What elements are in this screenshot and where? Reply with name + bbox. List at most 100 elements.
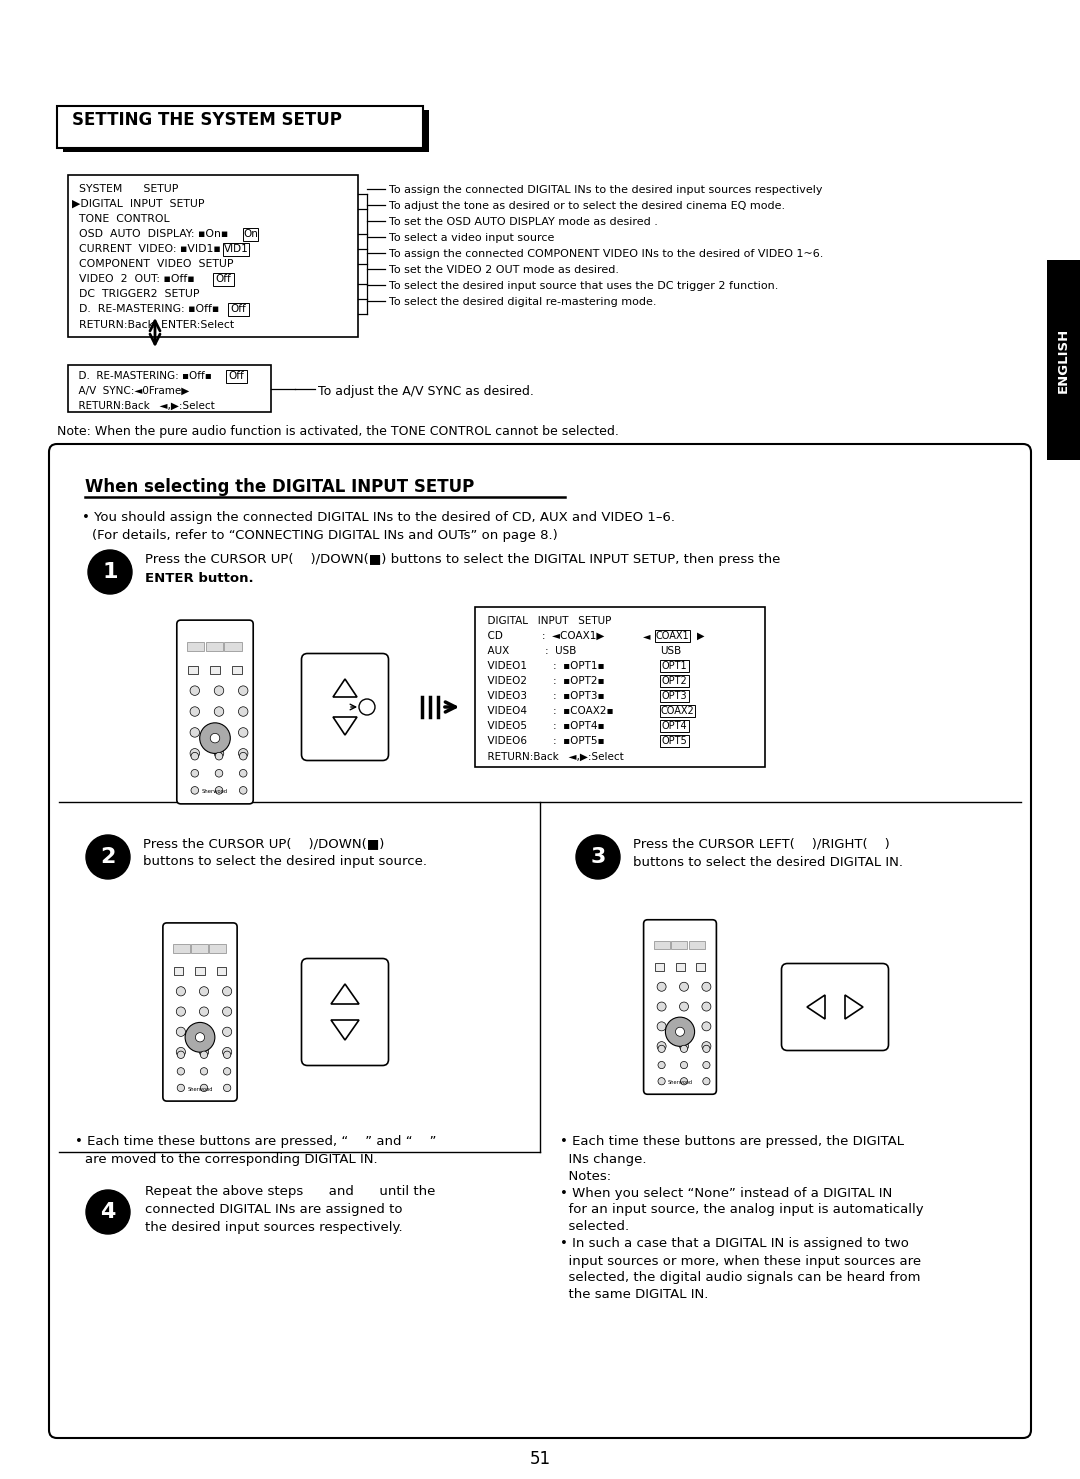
Bar [1047, 260, 1080, 460]
Text: DC  TRIGGER2  SETUP: DC TRIGGER2 SETUP [72, 288, 200, 299]
Bar [187, 642, 204, 651]
Circle shape [702, 1022, 711, 1031]
Bar [660, 720, 689, 732]
Circle shape [176, 986, 186, 995]
FancyBboxPatch shape [49, 444, 1031, 1438]
Circle shape [679, 1003, 689, 1012]
Bar [205, 642, 224, 651]
Text: TONE  CONTROL: TONE CONTROL [72, 214, 170, 223]
Text: COAX2: COAX2 [661, 705, 694, 716]
Text: VIDEO6        :  ▪OPT5▪: VIDEO6 : ▪OPT5▪ [481, 737, 605, 745]
Text: To select the desired input source that uses the DC trigger 2 function.: To select the desired input source that … [389, 281, 779, 291]
Circle shape [658, 1062, 665, 1069]
Bar [660, 691, 689, 703]
Text: On: On [243, 229, 258, 240]
Circle shape [214, 748, 224, 759]
FancyBboxPatch shape [177, 620, 253, 805]
Circle shape [222, 1028, 232, 1037]
Circle shape [215, 769, 222, 776]
Bar [195, 967, 204, 975]
Circle shape [702, 1041, 711, 1050]
Circle shape [191, 753, 199, 760]
Circle shape [239, 748, 248, 759]
Circle shape [222, 1007, 232, 1016]
Text: CD            :  ◄COAX1▶: CD : ◄COAX1▶ [481, 632, 605, 640]
Bar [675, 963, 685, 970]
Circle shape [658, 1078, 665, 1086]
FancyBboxPatch shape [644, 920, 716, 1094]
Text: are moved to the corresponding DIGITAL IN.: are moved to the corresponding DIGITAL I… [85, 1154, 378, 1167]
Text: To set the OSD AUTO DISPLAY mode as desired .: To set the OSD AUTO DISPLAY mode as desi… [389, 217, 658, 226]
Circle shape [224, 1052, 231, 1059]
Text: Sherwood: Sherwood [667, 1080, 692, 1086]
FancyBboxPatch shape [301, 654, 389, 760]
Text: the desired input sources respectively.: the desired input sources respectively. [145, 1222, 403, 1235]
Circle shape [185, 1022, 215, 1052]
Text: SETTING THE SYSTEM SETUP: SETTING THE SYSTEM SETUP [72, 111, 342, 129]
Text: connected DIGITAL INs are assigned to: connected DIGITAL INs are assigned to [145, 1204, 403, 1217]
Bar [210, 945, 226, 952]
Circle shape [702, 1003, 711, 1012]
Text: buttons to select the desired DIGITAL IN.: buttons to select the desired DIGITAL IN… [633, 855, 903, 868]
Circle shape [239, 686, 248, 695]
Text: • You should assign the connected DIGITAL INs to the desired of CD, AUX and VIDE: • You should assign the connected DIGITA… [82, 510, 675, 524]
FancyBboxPatch shape [782, 963, 889, 1050]
Text: VIDEO1        :  ▪OPT1▪: VIDEO1 : ▪OPT1▪ [481, 661, 605, 671]
Circle shape [240, 787, 247, 794]
Bar [228, 303, 248, 317]
Text: selected, the digital audio signals can be heard from: selected, the digital audio signals can … [561, 1272, 920, 1284]
Text: AUX           :  USB: AUX : USB [481, 646, 577, 657]
Circle shape [657, 1041, 666, 1050]
Text: Note: When the pure audio function is activated, the TONE CONTROL cannot be sele: Note: When the pure audio function is ac… [57, 426, 619, 438]
FancyBboxPatch shape [163, 923, 238, 1100]
Text: VIDEO  2  OUT: ▪Off▪: VIDEO 2 OUT: ▪Off▪ [72, 274, 194, 284]
Circle shape [200, 1052, 207, 1059]
Text: A/V  SYNC:◄0Frame▶: A/V SYNC:◄0Frame▶ [72, 386, 189, 396]
Text: COAX1: COAX1 [656, 632, 689, 640]
Bar [174, 967, 184, 975]
Text: To adjust the A/V SYNC as desired.: To adjust the A/V SYNC as desired. [318, 385, 534, 398]
Circle shape [215, 787, 222, 794]
Text: To assign the connected COMPONENT VIDEO INs to the desired of VIDEO 1~6.: To assign the connected COMPONENT VIDEO … [389, 248, 823, 259]
Circle shape [222, 986, 232, 995]
Circle shape [200, 1068, 207, 1075]
Circle shape [191, 769, 199, 776]
Text: OPT1: OPT1 [662, 661, 687, 671]
Bar [671, 941, 688, 950]
Circle shape [240, 753, 247, 760]
Circle shape [703, 1078, 710, 1086]
Bar [173, 945, 190, 952]
Text: RETURN:Back   ◄,▶:Select: RETURN:Back ◄,▶:Select [72, 401, 215, 411]
Text: To assign the connected DIGITAL INs to the desired input sources respectively: To assign the connected DIGITAL INs to t… [389, 185, 823, 195]
Circle shape [222, 1047, 232, 1056]
Bar [660, 674, 689, 688]
Bar [216, 967, 226, 975]
Circle shape [214, 728, 224, 737]
Text: VIDEO4        :  ▪COAX2▪: VIDEO4 : ▪COAX2▪ [481, 705, 613, 716]
Bar [475, 606, 765, 768]
Text: ▶: ▶ [697, 632, 704, 640]
Text: D.  RE-MASTERING: ▪Off▪: D. RE-MASTERING: ▪Off▪ [72, 305, 219, 314]
Polygon shape [330, 1021, 359, 1040]
Text: VIDEO5        :  ▪OPT4▪: VIDEO5 : ▪OPT4▪ [481, 720, 605, 731]
Text: Off: Off [228, 371, 244, 382]
Text: the same DIGITAL IN.: the same DIGITAL IN. [561, 1288, 708, 1302]
Bar [656, 963, 664, 970]
Bar [213, 274, 233, 285]
Bar [696, 963, 705, 970]
Circle shape [240, 769, 247, 776]
Circle shape [658, 1046, 665, 1053]
Circle shape [224, 1068, 231, 1075]
Text: OPT5: OPT5 [662, 737, 688, 745]
Text: • When you select “None” instead of a DIGITAL IN: • When you select “None” instead of a DI… [561, 1186, 892, 1199]
Text: 1: 1 [103, 562, 118, 583]
Circle shape [680, 1046, 688, 1053]
Circle shape [239, 707, 248, 716]
Text: • In such a case that a DIGITAL IN is assigned to two: • In such a case that a DIGITAL IN is as… [561, 1238, 909, 1251]
Bar [660, 660, 689, 671]
Circle shape [190, 748, 200, 759]
Bar [232, 666, 242, 673]
Text: To adjust the tone as desired or to select the desired cinema EQ mode.: To adjust the tone as desired or to sele… [389, 201, 785, 211]
Text: Notes:: Notes: [561, 1170, 611, 1183]
Circle shape [657, 982, 666, 991]
